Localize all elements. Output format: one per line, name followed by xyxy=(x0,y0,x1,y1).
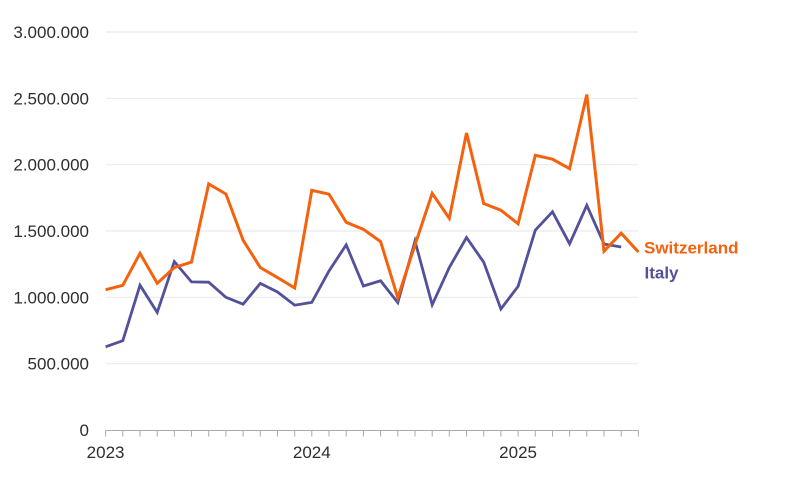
svg-text:1.000.000: 1.000.000 xyxy=(13,288,89,307)
svg-text:2023: 2023 xyxy=(87,443,125,462)
svg-text:3.000.000: 3.000.000 xyxy=(13,23,89,42)
svg-text:1.500.000: 1.500.000 xyxy=(13,222,89,241)
svg-text:Italy: Italy xyxy=(645,264,680,283)
svg-text:2.500.000: 2.500.000 xyxy=(13,89,89,108)
svg-text:500.000: 500.000 xyxy=(28,355,89,374)
svg-text:Switzerland: Switzerland xyxy=(644,239,738,258)
svg-text:2.000.000: 2.000.000 xyxy=(13,156,89,175)
svg-text:0: 0 xyxy=(80,421,89,440)
svg-text:2024: 2024 xyxy=(293,443,331,462)
svg-text:2025: 2025 xyxy=(499,443,537,462)
